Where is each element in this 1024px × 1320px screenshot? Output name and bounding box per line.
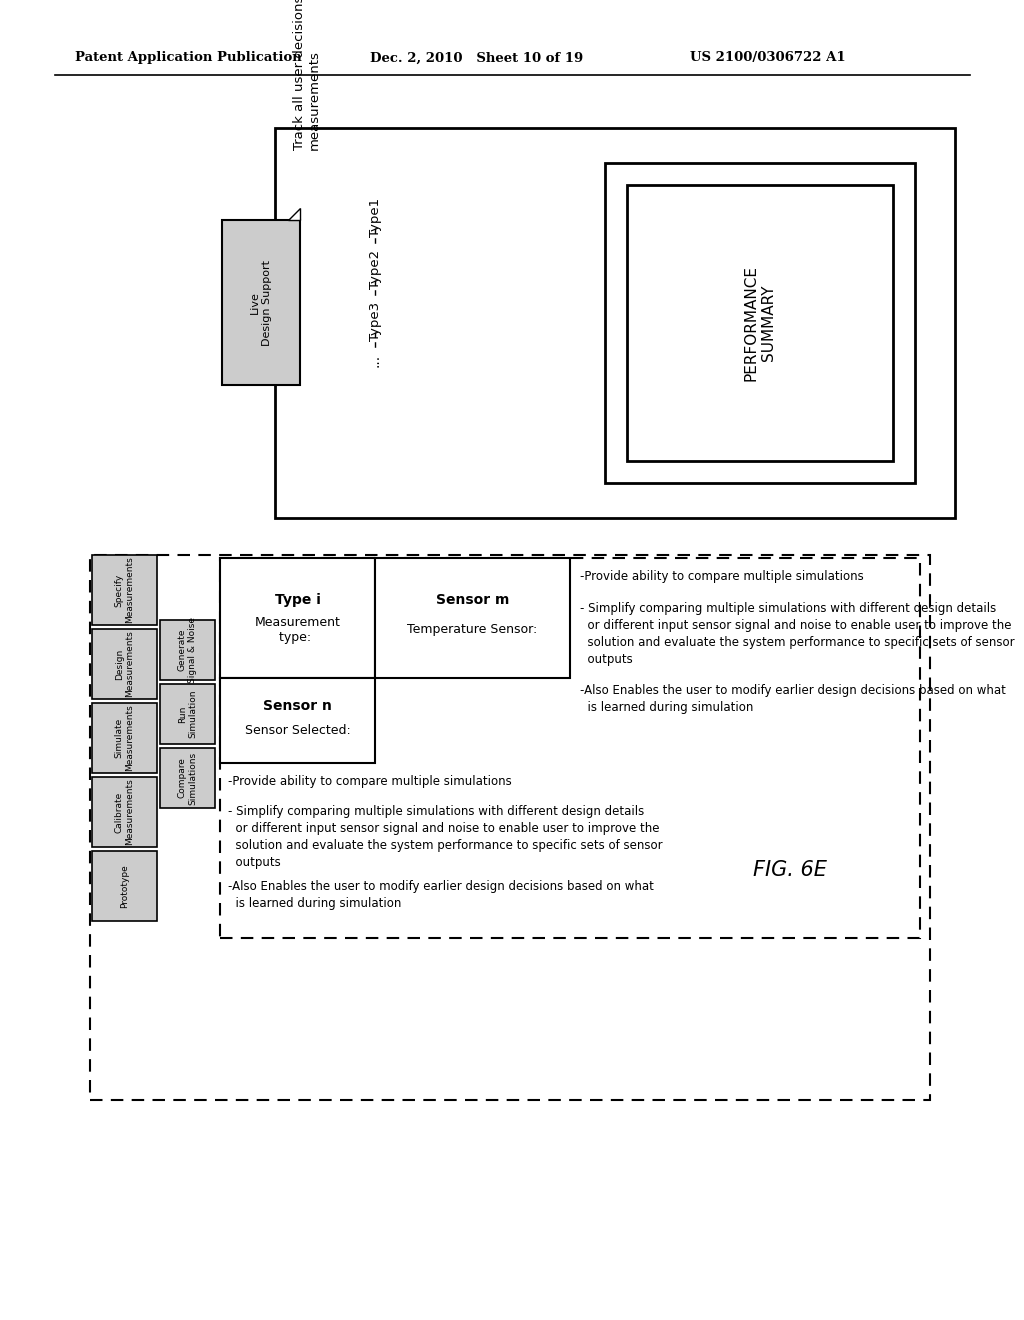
- Text: -Provide ability to compare multiple simulations: -Provide ability to compare multiple sim…: [228, 775, 512, 788]
- Text: Measurement
type:: Measurement type:: [255, 616, 340, 644]
- Text: Specify
Measurements: Specify Measurements: [115, 557, 134, 623]
- Text: ...: ...: [368, 354, 382, 367]
- Bar: [92, 704, 157, 774]
- Bar: [160, 748, 215, 808]
- Text: -Also Enables the user to modify earlier design decisions based on what
  is lea: -Also Enables the user to modify earlier…: [580, 684, 1006, 714]
- Text: PERFORMANCE
SUMMARY: PERFORMANCE SUMMARY: [743, 265, 776, 381]
- Bar: [92, 630, 157, 700]
- Text: - Simplify comparing multiple simulations with different design details
  or dif: - Simplify comparing multiple simulation…: [580, 602, 1015, 667]
- Text: Type i: Type i: [274, 593, 321, 607]
- Text: Live
Design Support: Live Design Support: [250, 260, 271, 346]
- Text: - Simplify comparing multiple simulations with different design details
  or dif: - Simplify comparing multiple simulation…: [228, 805, 663, 869]
- Text: Calibrate
Measurements: Calibrate Measurements: [115, 779, 134, 845]
- Bar: [222, 220, 300, 385]
- Bar: [605, 162, 915, 483]
- Bar: [90, 554, 930, 1100]
- Text: Sensor m: Sensor m: [436, 593, 509, 607]
- Text: Design
Measurements: Design Measurements: [115, 631, 134, 697]
- Text: Sensor n: Sensor n: [263, 700, 332, 714]
- Text: Generate
Signal & Noise: Generate Signal & Noise: [178, 616, 198, 682]
- Text: Temperature Sensor:: Temperature Sensor:: [408, 623, 538, 636]
- Bar: [220, 558, 920, 939]
- Text: Type1: Type1: [369, 198, 382, 238]
- Text: Track all user decisions for all
measurements: Track all user decisions for all measure…: [293, 0, 321, 150]
- Polygon shape: [288, 209, 300, 220]
- Text: FIG. 6E: FIG. 6E: [753, 861, 827, 880]
- Text: Type2: Type2: [369, 249, 382, 289]
- Text: Dec. 2, 2010   Sheet 10 of 19: Dec. 2, 2010 Sheet 10 of 19: [370, 51, 584, 65]
- Text: Compare
Simulations: Compare Simulations: [178, 751, 198, 805]
- Text: Simulate
Measurements: Simulate Measurements: [115, 705, 134, 771]
- Text: -Also Enables the user to modify earlier design decisions based on what
  is lea: -Also Enables the user to modify earlier…: [228, 880, 654, 909]
- Bar: [220, 558, 375, 678]
- Bar: [92, 851, 157, 921]
- Text: Patent Application Publication: Patent Application Publication: [75, 51, 302, 65]
- Bar: [160, 620, 215, 680]
- Bar: [92, 554, 157, 624]
- Bar: [627, 185, 893, 461]
- Text: Sensor Selected:: Sensor Selected:: [245, 723, 350, 737]
- Bar: [92, 777, 157, 847]
- Bar: [220, 678, 375, 763]
- Text: -Provide ability to compare multiple simulations: -Provide ability to compare multiple sim…: [580, 570, 864, 583]
- Bar: [160, 684, 215, 744]
- Text: Prototype: Prototype: [120, 865, 129, 908]
- Text: Run
Simulation: Run Simulation: [178, 690, 198, 738]
- Bar: [375, 558, 570, 678]
- Text: Type3: Type3: [369, 302, 382, 341]
- Bar: [275, 128, 955, 517]
- Text: US 2100/0306722 A1: US 2100/0306722 A1: [690, 51, 846, 65]
